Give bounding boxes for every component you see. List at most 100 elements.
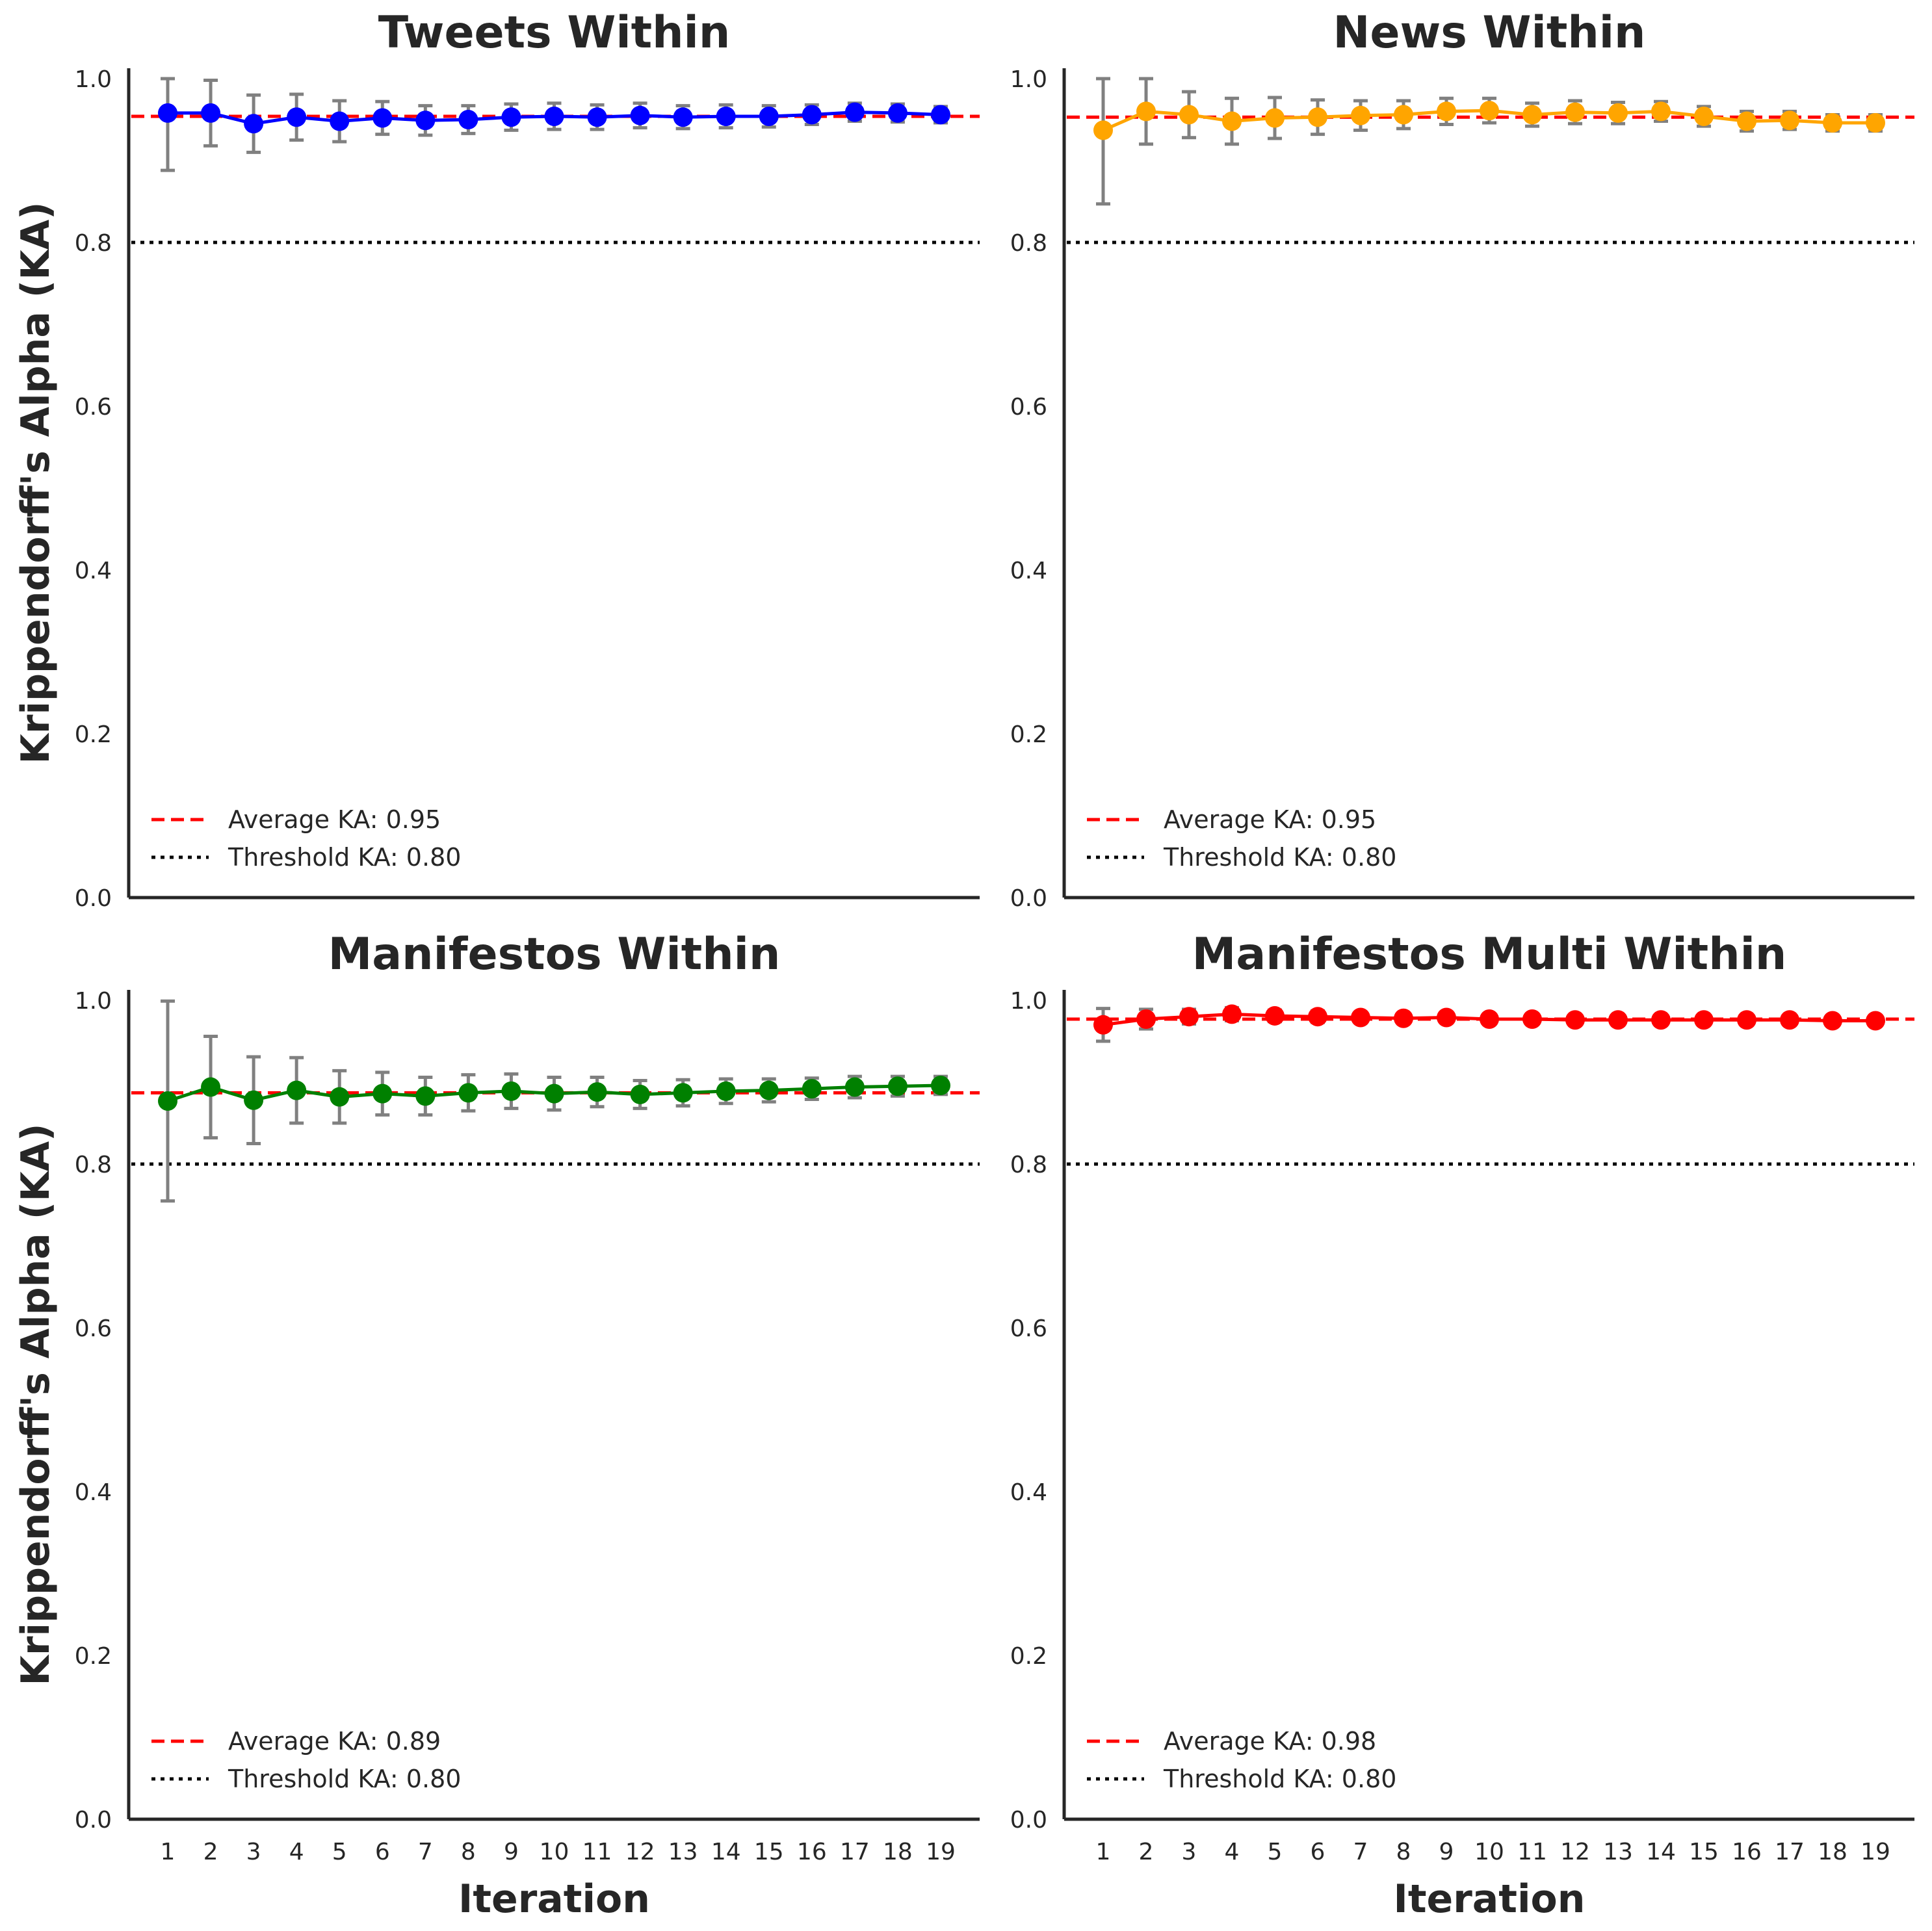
- data-point: [1694, 106, 1714, 126]
- data-point: [1136, 101, 1156, 122]
- y-tick-label: 1.0: [1010, 66, 1047, 93]
- y-tick-label: 0.8: [1010, 1152, 1047, 1178]
- x-tick-label: 1: [161, 1839, 176, 1865]
- data-point: [802, 105, 822, 125]
- x-tick-label: 13: [1603, 1839, 1633, 1865]
- y-tick-label: 1.0: [75, 66, 112, 93]
- data-point: [1179, 1007, 1199, 1027]
- data-point: [1437, 1007, 1456, 1028]
- x-tick-label: 8: [1396, 1839, 1411, 1865]
- data-point: [759, 106, 779, 126]
- x-tick-label: 6: [1311, 1839, 1325, 1865]
- data-point: [1823, 113, 1842, 133]
- data-point: [458, 110, 478, 129]
- data-point: [1780, 110, 1799, 131]
- chart-panel-4: Manifestos Multi Within 0.0 0.2 0.4 0.6 0.8 1.…: [1010, 929, 1914, 1922]
- x-tick-label: 15: [1689, 1839, 1719, 1865]
- y-tick-label: 0.2: [75, 721, 112, 748]
- data-point: [931, 105, 950, 125]
- x-tick-label: 7: [1353, 1839, 1368, 1865]
- y-tick-label: 0.0: [1010, 885, 1047, 912]
- data-point: [158, 103, 177, 123]
- x-tick-label: 18: [1818, 1839, 1847, 1865]
- x-tick-label: 10: [540, 1839, 569, 1865]
- data-point: [287, 1080, 307, 1100]
- y-tick-label: 0.2: [75, 1643, 112, 1670]
- y-axis-label: Krippendorff's Alpha (KA): [13, 1123, 59, 1685]
- x-tick-label: 19: [1860, 1839, 1890, 1865]
- data-point: [1308, 1007, 1327, 1027]
- data-point: [1265, 1005, 1285, 1026]
- data-point: [1136, 1009, 1156, 1029]
- data-point: [1608, 1010, 1628, 1030]
- data-point: [587, 107, 607, 127]
- data-point: [244, 114, 264, 134]
- data-point: [1093, 120, 1113, 140]
- x-axis-label: Iteration: [1394, 1876, 1586, 1922]
- y-tick-label: 0.6: [1010, 1315, 1047, 1342]
- data-point: [415, 1086, 436, 1106]
- y-tick-label: 0.8: [75, 230, 112, 257]
- data-point: [1437, 101, 1456, 122]
- chart-title: Manifestos Within: [328, 929, 781, 980]
- y-tick-label: 0.4: [1010, 558, 1047, 584]
- data-point: [544, 106, 564, 126]
- x-tick-label: 1: [1096, 1839, 1111, 1865]
- data-point: [458, 1083, 478, 1103]
- data-point: [1222, 1004, 1242, 1024]
- data-point: [330, 1087, 350, 1107]
- x-tick-label: 3: [246, 1839, 261, 1865]
- y-tick-label: 0.6: [1010, 394, 1047, 421]
- x-tick-label: 11: [1517, 1839, 1547, 1865]
- data-point: [1308, 107, 1327, 127]
- x-axis-label: Iteration: [458, 1876, 650, 1922]
- data-point: [716, 1081, 736, 1101]
- y-tick-label: 0.8: [75, 1152, 112, 1178]
- x-tick-label: 9: [504, 1839, 519, 1865]
- data-point: [1480, 101, 1499, 121]
- legend-average-label: Average KA: 0.95: [1164, 805, 1376, 834]
- data-point: [716, 106, 736, 126]
- x-tick-label: 6: [375, 1839, 390, 1865]
- x-tick-label: 5: [1268, 1839, 1283, 1865]
- data-point: [1179, 105, 1199, 125]
- data-point: [1093, 1015, 1113, 1035]
- data-point: [673, 1083, 693, 1103]
- y-tick-label: 0.4: [75, 1479, 112, 1506]
- data-point: [1522, 1009, 1542, 1029]
- x-tick-label: 5: [332, 1839, 347, 1865]
- y-tick-label: 0.8: [1010, 230, 1047, 257]
- data-point: [372, 108, 393, 128]
- x-tick-label: 13: [668, 1839, 698, 1865]
- chart-panel-2: News Within 0.0 0.2 0.4 0.6 0.8 1.0 Average KA:…: [1010, 7, 1914, 912]
- data-point: [1351, 1007, 1370, 1028]
- data-point: [1866, 113, 1885, 133]
- data-point: [244, 1090, 264, 1110]
- data-point: [931, 1076, 950, 1096]
- x-tick-label: 14: [711, 1839, 741, 1865]
- data-point: [1565, 1010, 1585, 1030]
- data-point: [1394, 1008, 1413, 1028]
- x-tick-label: 15: [754, 1839, 784, 1865]
- data-point: [201, 103, 221, 123]
- x-tick-label: 8: [461, 1839, 476, 1865]
- data-point: [1737, 111, 1756, 131]
- data-point: [501, 107, 521, 127]
- data-point: [544, 1083, 564, 1104]
- data-point: [1608, 103, 1628, 123]
- data-point: [1694, 1010, 1714, 1030]
- x-tick-label: 4: [289, 1839, 304, 1865]
- data-point: [1823, 1011, 1842, 1031]
- y-tick-label: 1.0: [75, 988, 112, 1015]
- y-tick-label: 0.2: [1010, 1643, 1047, 1670]
- y-tick-label: 0.0: [1010, 1807, 1047, 1834]
- x-tick-label: 18: [883, 1839, 913, 1865]
- y-tick-label: 0.2: [1010, 721, 1047, 748]
- data-point: [1737, 1010, 1756, 1030]
- data-point: [1265, 108, 1285, 128]
- data-point: [1651, 1010, 1671, 1030]
- y-tick-label: 1.0: [1010, 988, 1047, 1015]
- x-tick-label: 17: [840, 1839, 870, 1865]
